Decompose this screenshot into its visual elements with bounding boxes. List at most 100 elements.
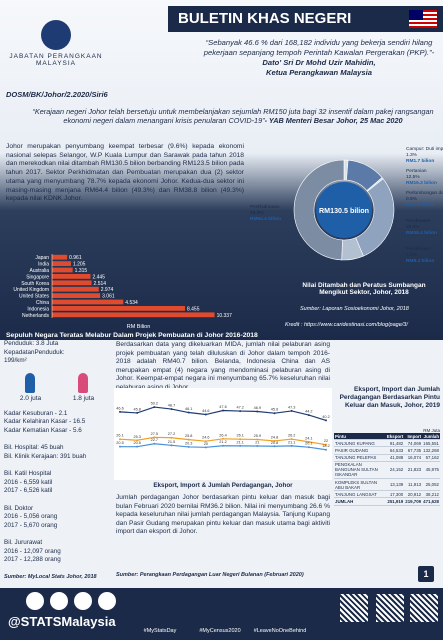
point bbox=[307, 440, 310, 443]
table-row: TANJUNG KUPANG 91,482 74,069 165,551 bbox=[334, 439, 440, 448]
value-label: 1.315 bbox=[75, 268, 88, 274]
point bbox=[325, 419, 327, 422]
table-row: TANJUNG PELEPAS 41,088 16,074 57,162 bbox=[334, 454, 440, 462]
value-label: 20.1 bbox=[305, 442, 312, 446]
social-icon[interactable] bbox=[50, 592, 68, 610]
stat-group: Bil. Hospital: 45 buah Bil. Klinik Keraja… bbox=[4, 444, 110, 461]
hashtag: #LeaveNoOneBehind bbox=[253, 628, 307, 634]
value-label: 24.8 bbox=[271, 435, 278, 439]
value-label: 24.1 bbox=[305, 436, 312, 440]
trade-text: Jumlah perdagangan Johor berdasarkan pin… bbox=[116, 494, 330, 536]
logo: JABATAN PERANGKAAN MALAYSIA bbox=[6, 20, 106, 67]
social-icon[interactable] bbox=[98, 592, 116, 610]
value-label: 46.9 bbox=[254, 406, 261, 410]
quote-text: “Sebanyak 46.6 % dari 168,182 individu y… bbox=[203, 38, 435, 57]
point bbox=[170, 436, 173, 439]
bar bbox=[52, 254, 68, 260]
qr-code[interactable] bbox=[410, 594, 438, 622]
category-label: Netherlands bbox=[22, 313, 49, 319]
stat-line: Kadar Kematian Kasar - 5.6 bbox=[4, 426, 82, 434]
bar bbox=[52, 280, 92, 286]
sector-share: 29.4% bbox=[406, 224, 420, 230]
gender-icon bbox=[25, 372, 36, 393]
point bbox=[136, 445, 139, 448]
value-label: 25.8 bbox=[185, 434, 192, 438]
donut-title: Nilai Ditambah dan Peratus Sumbangan Men… bbox=[302, 282, 426, 296]
point bbox=[204, 413, 207, 416]
sector-share: 7.1% bbox=[406, 252, 418, 258]
sector-share: 12.5% bbox=[406, 174, 420, 180]
table-row: KOMPLEKS SULTAN ABU BAKAR 13,139 11,913 25,… bbox=[334, 478, 440, 492]
table-cell: 57,162 bbox=[422, 454, 440, 462]
sector-name: Pembinaan bbox=[406, 246, 431, 252]
column-header: Jumlah bbox=[422, 433, 440, 441]
table-cell: 74,069 bbox=[404, 439, 423, 448]
table-cell: 251,919 bbox=[385, 497, 405, 506]
table-header: Pintu Eksport Import Jumlah bbox=[334, 433, 440, 441]
stat-group: Bil. Katil Hospital 2016 - 6,559 katil 201… bbox=[4, 470, 110, 496]
category-label: Australia bbox=[30, 268, 50, 274]
value-label: 21 bbox=[255, 441, 259, 445]
table-cell: 91,482 bbox=[385, 439, 405, 448]
table-cell: TANJUNG LANGSAT bbox=[334, 490, 386, 499]
value-label: 24.6 bbox=[202, 436, 209, 440]
value-label: 47.3 bbox=[288, 405, 295, 409]
value-label: 21.1 bbox=[236, 440, 243, 444]
table-cell: PENGKALAN BANGUNAN SULTAN ISKANDAR bbox=[334, 461, 386, 479]
table-cell: TANJUNG KUPANG bbox=[334, 439, 386, 448]
bar bbox=[52, 274, 91, 279]
sector-amount: RM9.3 bilion bbox=[406, 258, 434, 264]
table-cell: 45,975 bbox=[422, 461, 440, 479]
qr-code[interactable] bbox=[376, 594, 404, 622]
table-cell: 67,735 bbox=[404, 446, 423, 455]
bar bbox=[52, 267, 73, 273]
donut-source: Sumber: Laporan Sosioekonomi Johor, 2018 bbox=[300, 306, 409, 312]
table-cell: PASIR GUDANG bbox=[334, 446, 386, 455]
value-label: 46.1 bbox=[185, 407, 192, 411]
donut-slice bbox=[293, 159, 345, 261]
point bbox=[239, 438, 242, 441]
point bbox=[119, 438, 121, 441]
logo-mark bbox=[41, 20, 71, 50]
point bbox=[170, 408, 173, 411]
sector-amount: RM0.6 bilion bbox=[406, 202, 434, 208]
value-label: 8.455 bbox=[187, 306, 200, 312]
stat-line: 2017 - 5,670 orang bbox=[4, 521, 58, 529]
table-cell: 64,533 bbox=[385, 446, 405, 455]
agency: JABATAN PERANGKAAN bbox=[9, 53, 103, 60]
category-label: Japan bbox=[35, 255, 49, 261]
sector-name: Perlombongan dan pengkuarian bbox=[406, 190, 443, 196]
point bbox=[325, 448, 327, 451]
title: BULETIN KHAS NEGERI bbox=[178, 10, 352, 27]
social-icon[interactable] bbox=[26, 592, 44, 610]
qr-code[interactable] bbox=[340, 594, 368, 622]
x-axis-label: RM Bilion bbox=[127, 324, 151, 330]
point bbox=[273, 439, 276, 442]
page-number: 1 bbox=[418, 566, 434, 582]
value-label: 27.5 bbox=[151, 432, 158, 436]
value-label: 0.961 bbox=[69, 255, 82, 261]
value-label: 46.6 bbox=[116, 406, 123, 410]
sector-name: Campur: Duti import bbox=[406, 146, 443, 152]
stat-group: Bil. Doktor 2016 - 5,056 orang 2017 - 5,67… bbox=[4, 505, 110, 531]
social-icon[interactable] bbox=[74, 592, 92, 610]
value-label: 45.8 bbox=[133, 407, 140, 411]
point bbox=[204, 440, 207, 443]
point bbox=[273, 412, 276, 415]
bar bbox=[52, 261, 71, 266]
plot-bg bbox=[114, 388, 332, 480]
value-label: 2.974 bbox=[101, 287, 114, 293]
sector-name: Pembuatan bbox=[406, 218, 431, 224]
bar bbox=[52, 306, 185, 311]
stat-line: 2016 - 5,056 orang bbox=[4, 513, 58, 520]
point bbox=[256, 410, 259, 413]
value-label: 25.3 bbox=[133, 435, 140, 439]
value-label: 21.2 bbox=[219, 440, 226, 444]
point bbox=[239, 444, 242, 447]
table-cell: 20,912 bbox=[404, 490, 423, 499]
point bbox=[119, 445, 121, 448]
table-wrap: RM Juta Pintu Eksport Import Jumlah TANJUNG K… bbox=[334, 428, 440, 506]
table-cell: 24,152 bbox=[385, 461, 405, 479]
speaker: - YAB Menteri Besar Johor, 25 Mac 2020 bbox=[264, 116, 403, 126]
hashtag: #MyCensus2020 bbox=[199, 628, 241, 634]
